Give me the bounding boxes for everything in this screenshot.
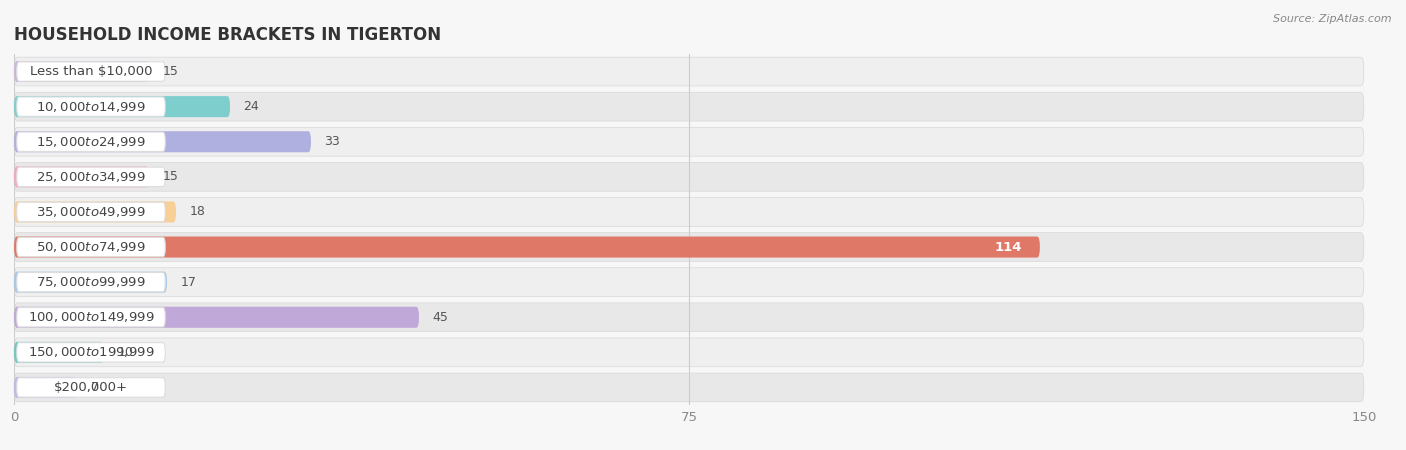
FancyBboxPatch shape	[17, 307, 166, 327]
FancyBboxPatch shape	[17, 97, 166, 117]
Text: 114: 114	[994, 241, 1022, 253]
Text: $100,000 to $149,999: $100,000 to $149,999	[28, 310, 155, 324]
Text: Less than $10,000: Less than $10,000	[30, 65, 152, 78]
FancyBboxPatch shape	[17, 167, 166, 187]
Text: 18: 18	[190, 206, 205, 218]
FancyBboxPatch shape	[17, 62, 166, 81]
FancyBboxPatch shape	[17, 132, 166, 152]
FancyBboxPatch shape	[14, 92, 1364, 121]
FancyBboxPatch shape	[14, 373, 1364, 402]
FancyBboxPatch shape	[14, 307, 419, 328]
FancyBboxPatch shape	[14, 166, 149, 187]
Text: 33: 33	[325, 135, 340, 148]
FancyBboxPatch shape	[14, 57, 1364, 86]
Text: $150,000 to $199,999: $150,000 to $199,999	[28, 345, 155, 360]
Text: 45: 45	[433, 311, 449, 324]
Text: 15: 15	[163, 171, 179, 183]
Text: HOUSEHOLD INCOME BRACKETS IN TIGERTON: HOUSEHOLD INCOME BRACKETS IN TIGERTON	[14, 26, 441, 44]
Text: 15: 15	[163, 65, 179, 78]
FancyBboxPatch shape	[14, 233, 1364, 261]
Text: 10: 10	[118, 346, 134, 359]
Text: $75,000 to $99,999: $75,000 to $99,999	[37, 275, 146, 289]
FancyBboxPatch shape	[17, 378, 166, 397]
FancyBboxPatch shape	[14, 272, 167, 292]
Text: 17: 17	[180, 276, 197, 288]
Text: $35,000 to $49,999: $35,000 to $49,999	[37, 205, 146, 219]
FancyBboxPatch shape	[14, 162, 1364, 191]
Text: $50,000 to $74,999: $50,000 to $74,999	[37, 240, 146, 254]
Text: 24: 24	[243, 100, 259, 113]
FancyBboxPatch shape	[17, 202, 166, 222]
FancyBboxPatch shape	[14, 268, 1364, 297]
FancyBboxPatch shape	[14, 303, 1364, 332]
FancyBboxPatch shape	[14, 202, 176, 222]
Text: Source: ZipAtlas.com: Source: ZipAtlas.com	[1274, 14, 1392, 23]
Text: $10,000 to $14,999: $10,000 to $14,999	[37, 99, 146, 114]
Text: 7: 7	[90, 381, 98, 394]
FancyBboxPatch shape	[14, 237, 1040, 257]
FancyBboxPatch shape	[14, 96, 231, 117]
Text: $200,000+: $200,000+	[53, 381, 128, 394]
Text: $15,000 to $24,999: $15,000 to $24,999	[37, 135, 146, 149]
FancyBboxPatch shape	[17, 272, 166, 292]
FancyBboxPatch shape	[17, 237, 166, 257]
FancyBboxPatch shape	[14, 198, 1364, 226]
FancyBboxPatch shape	[14, 342, 104, 363]
FancyBboxPatch shape	[14, 61, 149, 82]
FancyBboxPatch shape	[14, 338, 1364, 367]
FancyBboxPatch shape	[14, 377, 77, 398]
FancyBboxPatch shape	[14, 131, 311, 152]
Text: $25,000 to $34,999: $25,000 to $34,999	[37, 170, 146, 184]
FancyBboxPatch shape	[14, 127, 1364, 156]
FancyBboxPatch shape	[17, 342, 166, 362]
